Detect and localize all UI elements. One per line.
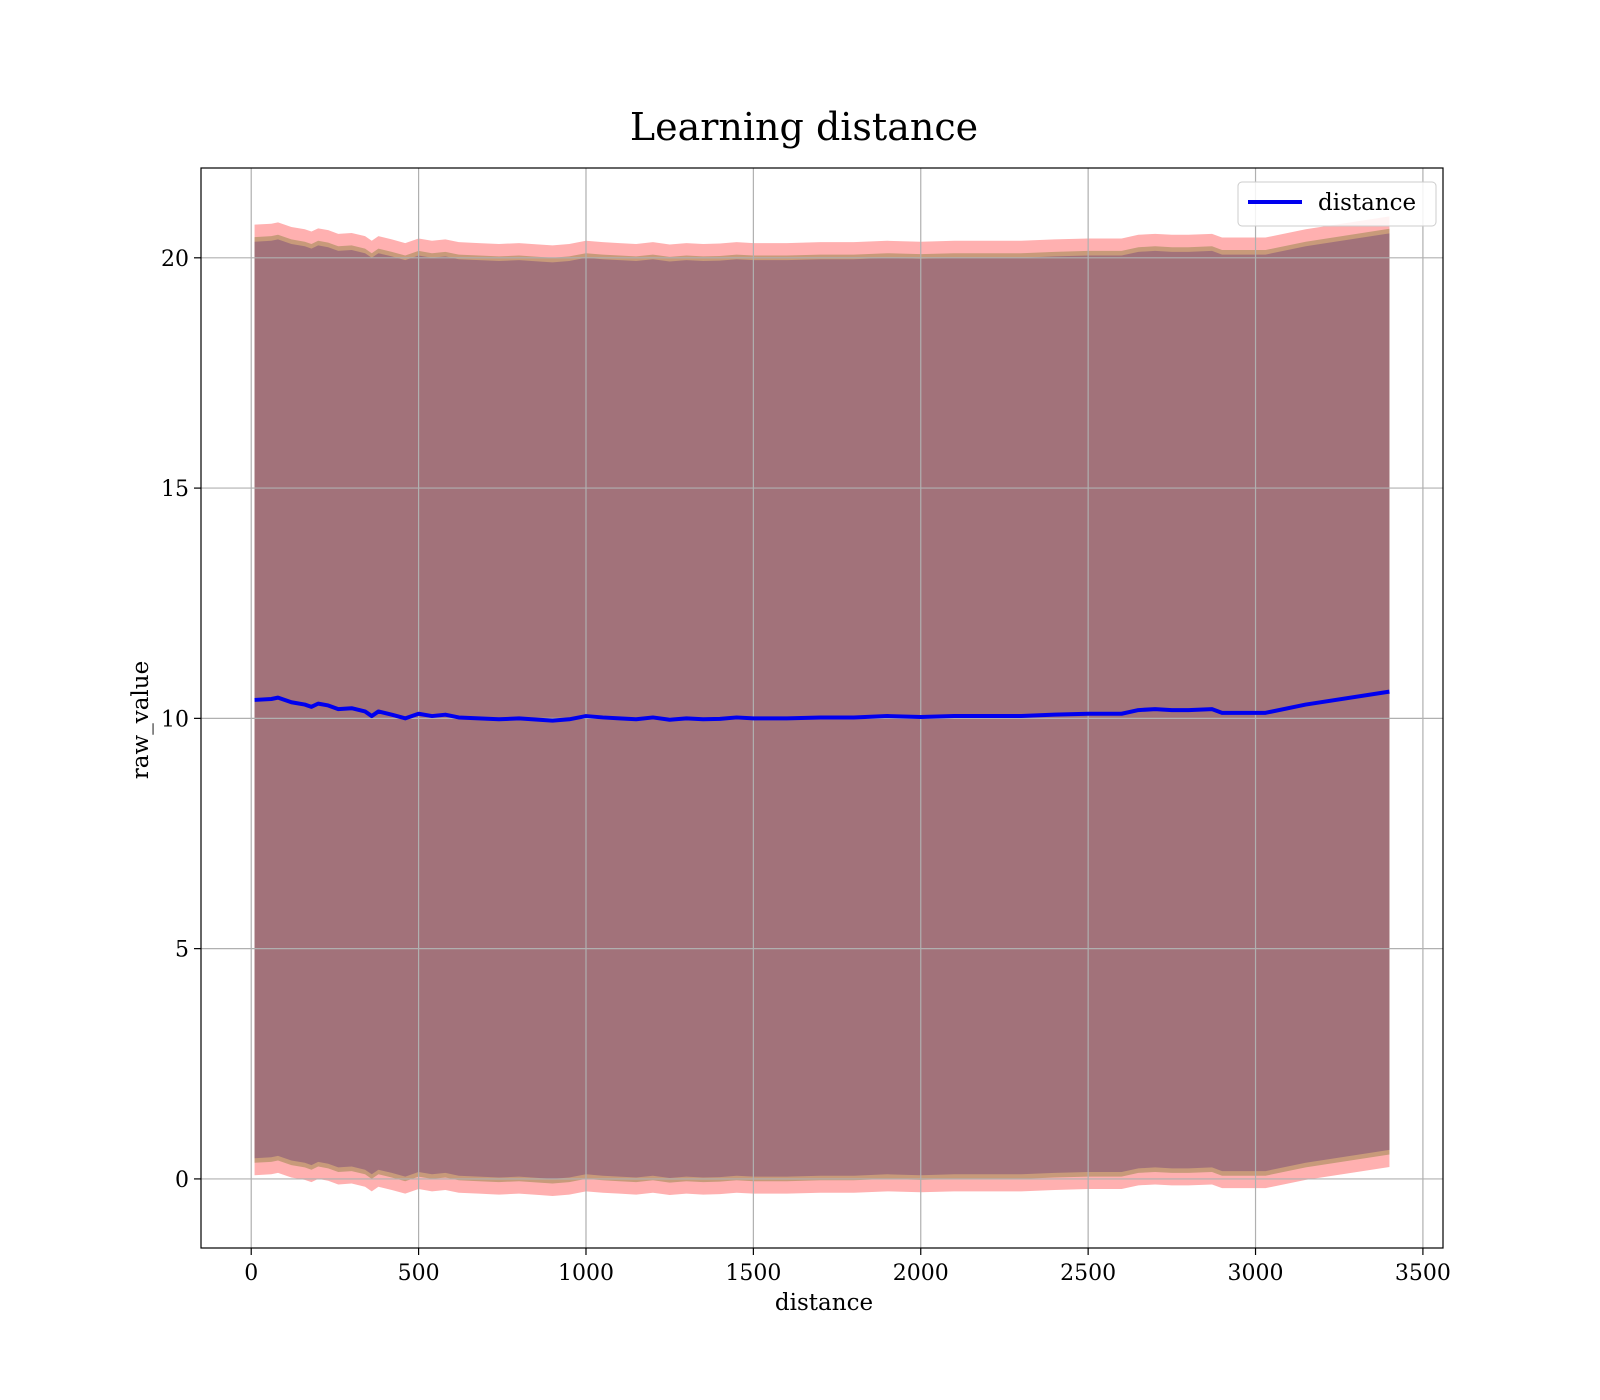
x-tick-label: 500 xyxy=(398,1261,440,1286)
x-tick-label: 3000 xyxy=(1228,1261,1284,1286)
y-axis-label: raw_value xyxy=(128,661,154,779)
x-tick-label: 2500 xyxy=(1060,1261,1116,1286)
x-tick-label: 1000 xyxy=(558,1261,614,1286)
legend-box xyxy=(1237,181,1437,227)
legend: distance xyxy=(1237,181,1437,227)
x-axis-ticks: 0 500 1000 1500 2000 2500 3000 3500 xyxy=(244,1248,1451,1286)
plot-area xyxy=(200,167,1444,1249)
confidence-bands xyxy=(254,216,1390,1196)
series-line-distance xyxy=(254,689,1390,723)
band-inner xyxy=(254,233,1390,1179)
chart-title: Learning distance xyxy=(630,105,978,149)
plot-frame xyxy=(200,167,1444,1249)
x-tick-label: 1500 xyxy=(725,1261,781,1286)
y-axis-ticks: 0 5 10 15 20 xyxy=(161,247,201,1193)
y-tick-label: 10 xyxy=(161,707,189,732)
series-layer xyxy=(254,689,1390,723)
x-axis-label: distance xyxy=(775,1290,873,1316)
y-tick-label: 15 xyxy=(161,477,189,502)
x-tick-label: 0 xyxy=(244,1261,258,1286)
y-tick-label: 20 xyxy=(161,247,189,272)
legend-label-distance: distance xyxy=(1318,190,1416,216)
x-tick-label: 3500 xyxy=(1395,1261,1451,1286)
y-tick-label: 0 xyxy=(175,1168,189,1193)
y-tick-label: 5 xyxy=(175,938,189,963)
x-tick-label: 2000 xyxy=(893,1261,949,1286)
